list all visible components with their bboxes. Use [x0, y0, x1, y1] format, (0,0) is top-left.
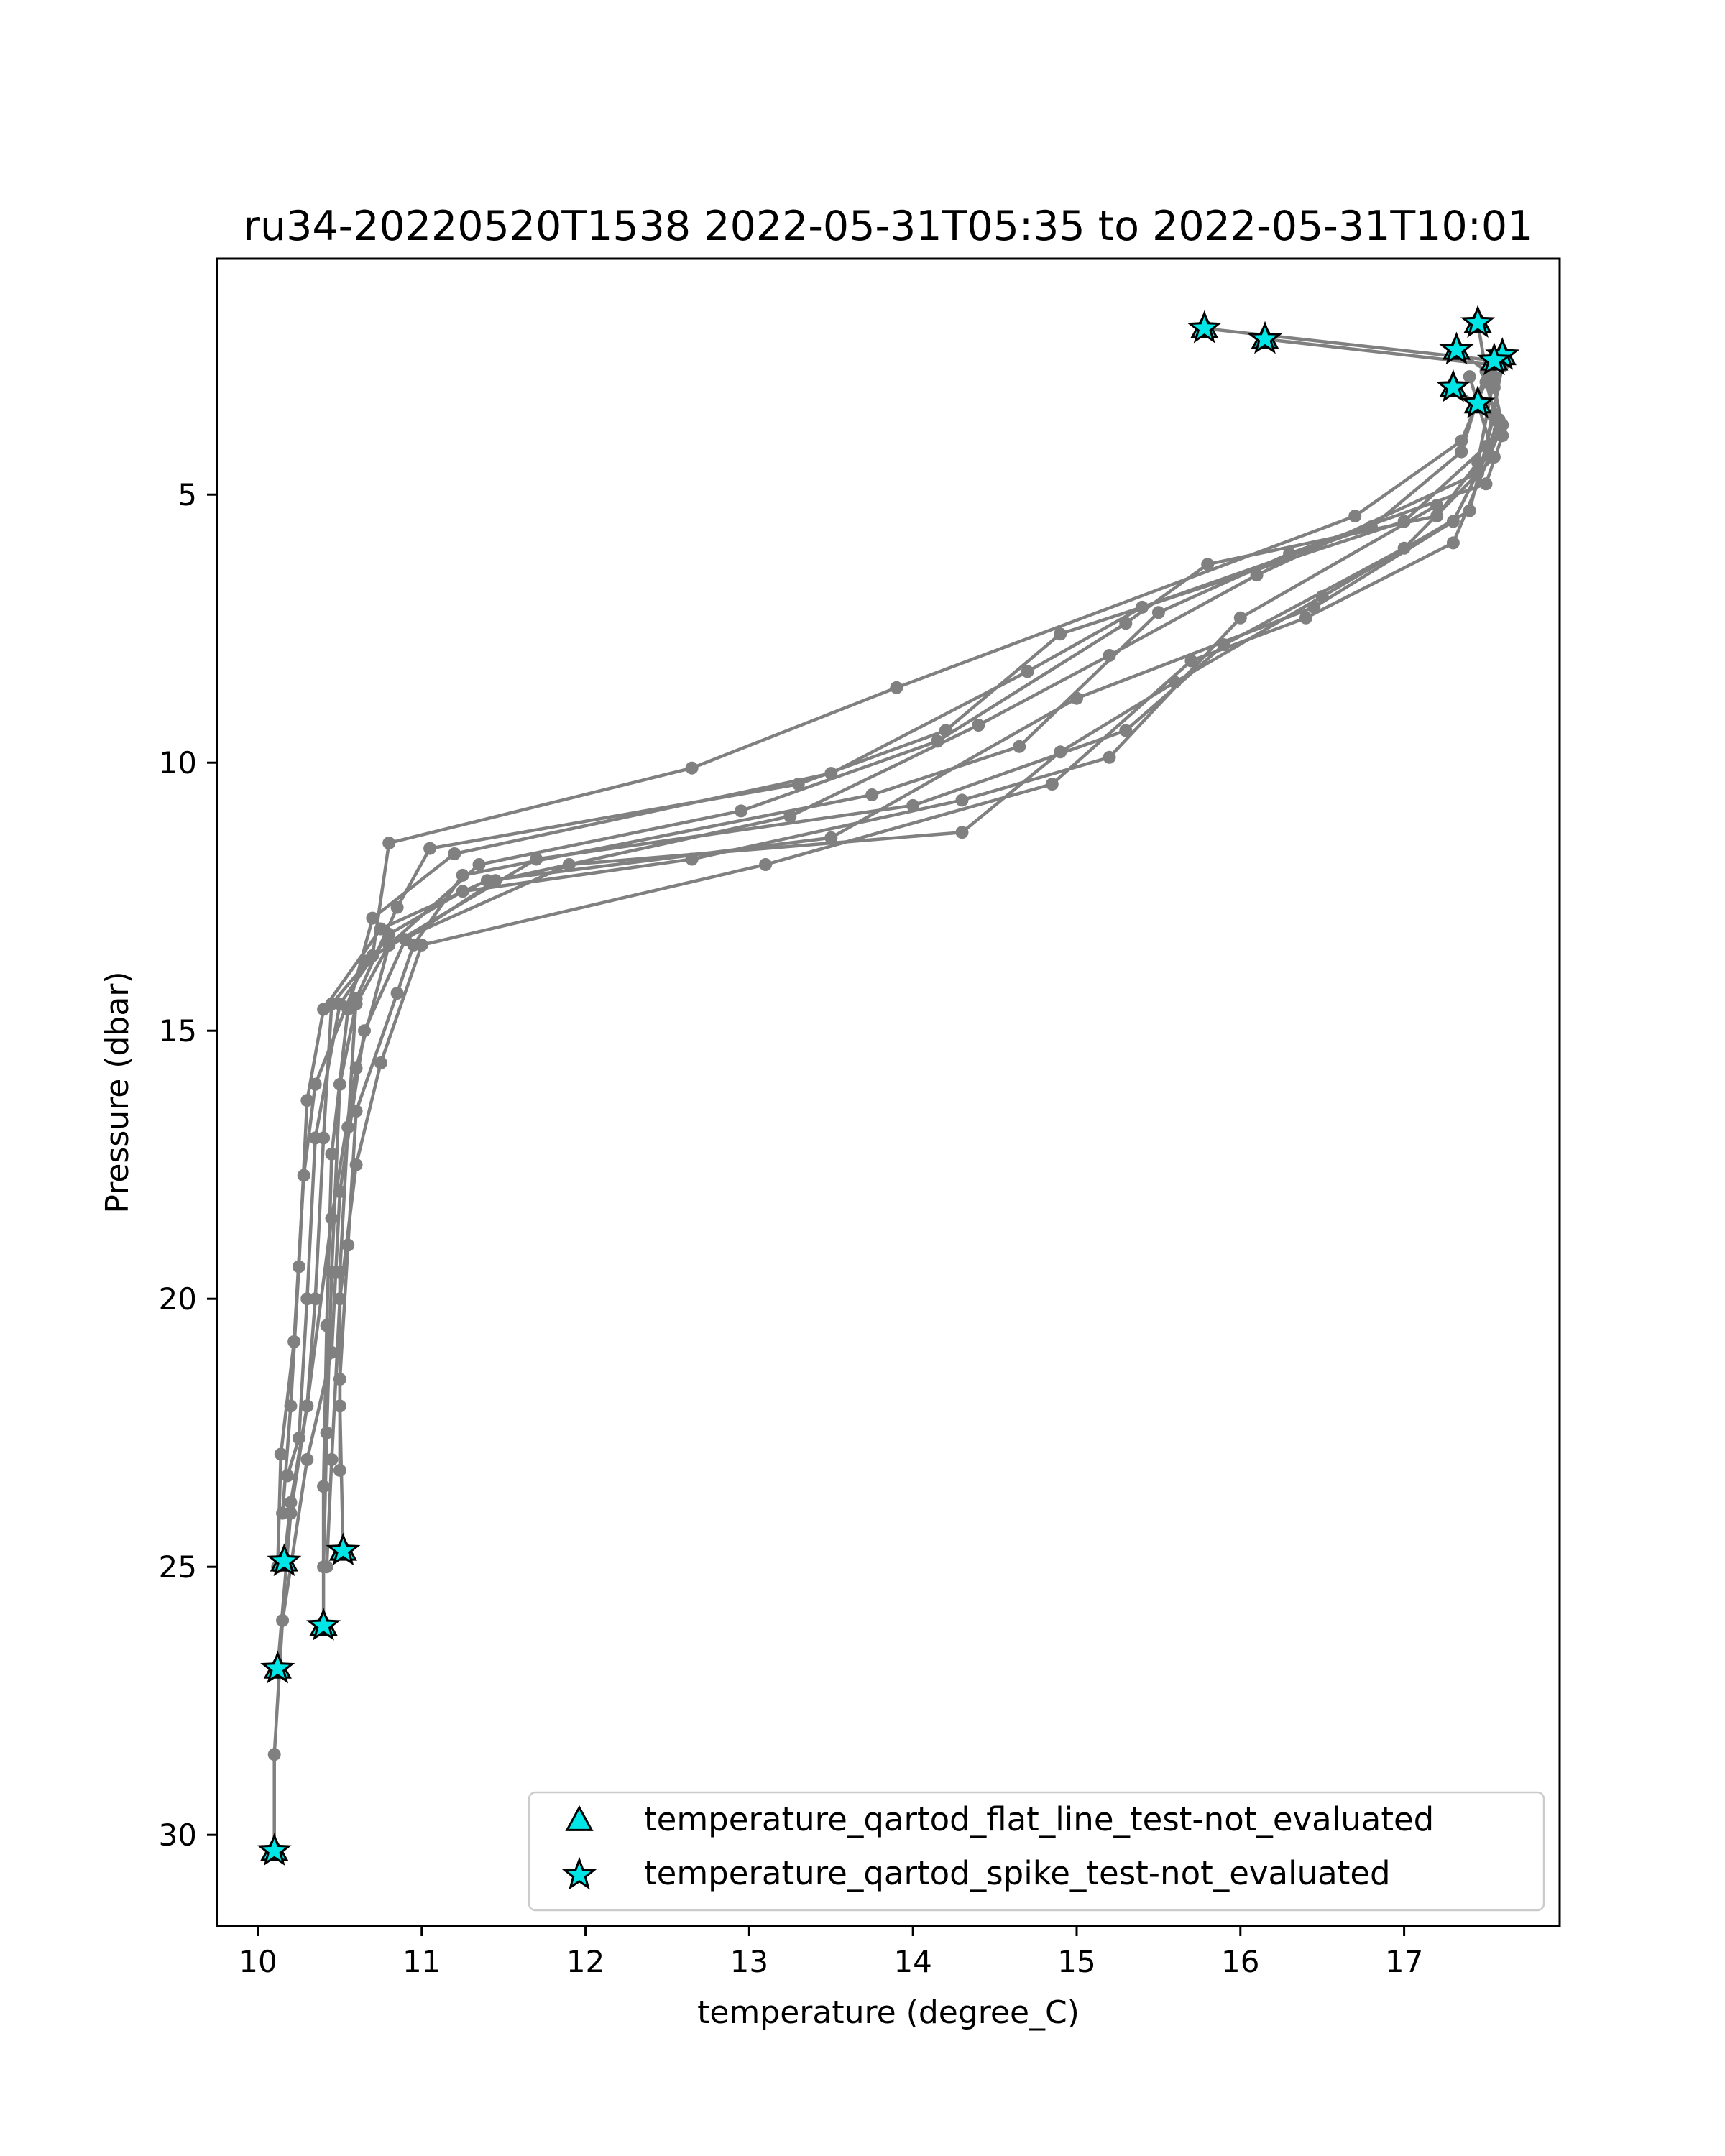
- profile-11-point-6: [456, 885, 469, 898]
- y-axis-label: Pressure (dbar): [99, 971, 136, 1213]
- x-tick-label: 12: [566, 1944, 604, 1979]
- profile-7-point-12: [326, 1266, 339, 1279]
- y-tick-label: 10: [159, 745, 197, 780]
- profile-4-point-6: [1119, 617, 1132, 630]
- profile-8-point-9: [374, 1056, 387, 1069]
- profile-6-point-8: [456, 869, 469, 882]
- profile-6-point-14: [334, 1464, 346, 1477]
- profile-8-point-3: [1447, 536, 1460, 549]
- profile-5-point-6: [972, 719, 985, 732]
- profile-7-point-7: [956, 826, 969, 839]
- profile-11-point-8: [334, 998, 346, 1010]
- legend: temperature_qartod_flat_line_test-not_ev…: [529, 1792, 1544, 1910]
- x-tick-label: 16: [1221, 1944, 1259, 1979]
- profile-11-point-11: [293, 1432, 305, 1445]
- profile-9-point-3: [1447, 515, 1460, 528]
- profile-11-point-2: [1234, 612, 1247, 625]
- profile-6-point-11: [350, 1105, 363, 1118]
- profile-7-point-10: [350, 998, 363, 1010]
- profile-8-point-6: [1046, 778, 1059, 791]
- profile-9-point-1: [1480, 376, 1493, 389]
- profile-11-point-10: [300, 1292, 313, 1305]
- profile-3-point-6: [1021, 665, 1034, 678]
- profile-1-point-4: [1348, 510, 1361, 522]
- profile-9-point-5: [1070, 692, 1083, 705]
- x-tick-label: 11: [402, 1944, 441, 1979]
- profile-8-point-7: [759, 858, 772, 871]
- profile-3-point-8: [448, 847, 461, 860]
- profile-5-point-13: [300, 1453, 313, 1466]
- profile-8-point-11: [334, 1292, 346, 1305]
- profile-6-point-10: [391, 987, 404, 1000]
- y-tick-label: 20: [159, 1281, 197, 1317]
- y-tick-label: 30: [159, 1818, 197, 1853]
- profile-10-point-3: [1398, 542, 1411, 555]
- profile-7-point-11: [334, 1078, 346, 1091]
- profile-8-point-13: [321, 1560, 334, 1573]
- profile-9-point-6: [824, 831, 837, 844]
- profile-9-point-2: [1493, 424, 1506, 437]
- profile-10-point-7: [530, 853, 543, 866]
- profile-4-point-8: [735, 804, 748, 817]
- profile-6-point-7: [865, 788, 878, 801]
- profile-10-point-12: [275, 1448, 288, 1461]
- x-tick-label: 15: [1057, 1944, 1095, 1979]
- x-tick-label: 13: [730, 1944, 768, 1979]
- profile-1-point-7: [382, 837, 395, 849]
- profile-2-point-5: [1054, 627, 1067, 640]
- profile-11-point-4: [956, 793, 969, 806]
- profile-4-point-9: [473, 858, 486, 871]
- profile-11-point-12: [281, 1469, 294, 1482]
- profile-1-point-6: [686, 762, 699, 775]
- profile-9-point-9: [317, 1003, 330, 1015]
- profile-6-point-4: [1283, 547, 1296, 560]
- legend-label-spike: temperature_qartod_spike_test-not_evalua…: [644, 1854, 1391, 1892]
- profile-6-point-6: [1013, 740, 1026, 753]
- profile-3-point-3: [1455, 446, 1468, 459]
- profile-3-point-13: [317, 1480, 330, 1493]
- profile-10-point-9: [309, 1078, 322, 1091]
- profile-8-point-10: [350, 1158, 363, 1171]
- profile-6-point-5: [1152, 606, 1165, 619]
- x-tick-label: 10: [239, 1944, 277, 1979]
- profile-8-point-12: [326, 1453, 339, 1466]
- profile-9-point-4: [1307, 601, 1320, 614]
- profile-6-point-3: [1480, 477, 1493, 490]
- x-axis-label: temperature (degree_C): [697, 1994, 1080, 2031]
- x-tick-label: 17: [1385, 1944, 1423, 1979]
- y-tick-label: 5: [178, 477, 197, 512]
- profile-11-point-3: [1103, 751, 1116, 764]
- profile-5-point-15: [268, 1748, 281, 1761]
- profile-10-point-2: [1488, 451, 1501, 464]
- profile-10-point-11: [288, 1335, 300, 1348]
- profile-8-point-8: [415, 939, 428, 952]
- profile-11-point-1: [1430, 499, 1443, 512]
- profile-4-point-5: [1201, 558, 1214, 571]
- legend-label-flat-line: temperature_qartod_flat_line_test-not_ev…: [644, 1800, 1434, 1838]
- profile-5-point-14: [276, 1614, 289, 1627]
- profile-2-point-8: [423, 842, 436, 855]
- chart-title: ru34-20220520T1538 2022-05-31T05:35 to 2…: [244, 203, 1534, 250]
- profile-10-point-10: [298, 1169, 310, 1182]
- profile-11-point-9: [309, 1131, 322, 1144]
- profile-3-point-9: [366, 912, 379, 925]
- profile-11-point-5: [686, 853, 699, 866]
- y-tick-label: 15: [159, 1013, 197, 1049]
- profile-1-point-5: [890, 681, 903, 694]
- profile-5-point-10: [358, 1024, 371, 1037]
- x-tick-label: 14: [893, 1944, 932, 1979]
- profile-4-point-12: [326, 1212, 339, 1225]
- profile-11-point-7: [382, 928, 395, 941]
- profile-10-point-1: [1463, 370, 1476, 383]
- y-tick-label: 25: [159, 1549, 197, 1585]
